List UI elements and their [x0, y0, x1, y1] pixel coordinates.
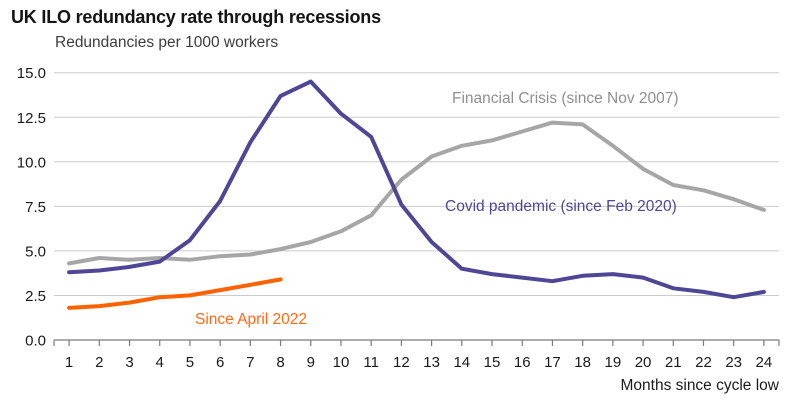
x-tick-label: 24 — [756, 354, 773, 371]
series-label-since-april-2022: Since April 2022 — [195, 311, 307, 328]
x-axis-title: Months since cycle low — [620, 377, 779, 394]
series-label-financial-crisis: Financial Crisis (since Nov 2007) — [452, 90, 679, 107]
x-tick-label: 19 — [605, 354, 622, 371]
x-tick-label: 14 — [453, 354, 470, 371]
y-tick-label: 5.0 — [25, 243, 46, 260]
x-tick-label: 17 — [544, 354, 561, 371]
series-line-since-april-2022 — [67, 277, 283, 310]
x-tick-label: 8 — [276, 354, 284, 371]
chart-title: UK ILO redundancy rate through recession… — [11, 7, 381, 27]
y-tick-label: 10.0 — [17, 154, 46, 171]
x-tick-label: 20 — [635, 354, 652, 371]
series-label-covid-pandemic: Covid pandemic (since Feb 2020) — [445, 198, 677, 215]
chart-subtitle: Redundancies per 1000 workers — [55, 34, 279, 51]
x-tick-label: 13 — [423, 354, 440, 371]
x-tick-label: 15 — [484, 354, 501, 371]
y-tick-label: 12.5 — [17, 110, 46, 127]
y-tick-label: 0.0 — [25, 333, 46, 350]
x-tick-label: 10 — [333, 354, 350, 371]
y-tick-label: 2.5 — [25, 288, 46, 305]
series-line-financial-crisis — [67, 120, 766, 266]
x-tick-label: 12 — [393, 354, 410, 371]
series-line-covid-pandemic — [67, 79, 766, 300]
x-tick-label: 4 — [156, 354, 164, 371]
x-tick-label: 9 — [307, 354, 315, 371]
x-tick-label: 22 — [695, 354, 712, 371]
x-tick-label: 6 — [216, 354, 224, 371]
x-tick-label: 18 — [574, 354, 591, 371]
x-tick-label: 1 — [65, 354, 73, 371]
x-tick-label: 23 — [725, 354, 742, 371]
x-tick-label: 7 — [246, 354, 254, 371]
x-tick-label: 11 — [363, 354, 379, 371]
y-tick-label: 7.5 — [25, 199, 46, 216]
x-tick-label: 5 — [186, 354, 194, 371]
x-tick-label: 21 — [665, 354, 682, 371]
x-tick-label: 3 — [125, 354, 133, 371]
x-tick-label: 2 — [95, 354, 103, 371]
x-tick-label: 16 — [514, 354, 531, 371]
y-tick-label: 15.0 — [17, 65, 46, 82]
